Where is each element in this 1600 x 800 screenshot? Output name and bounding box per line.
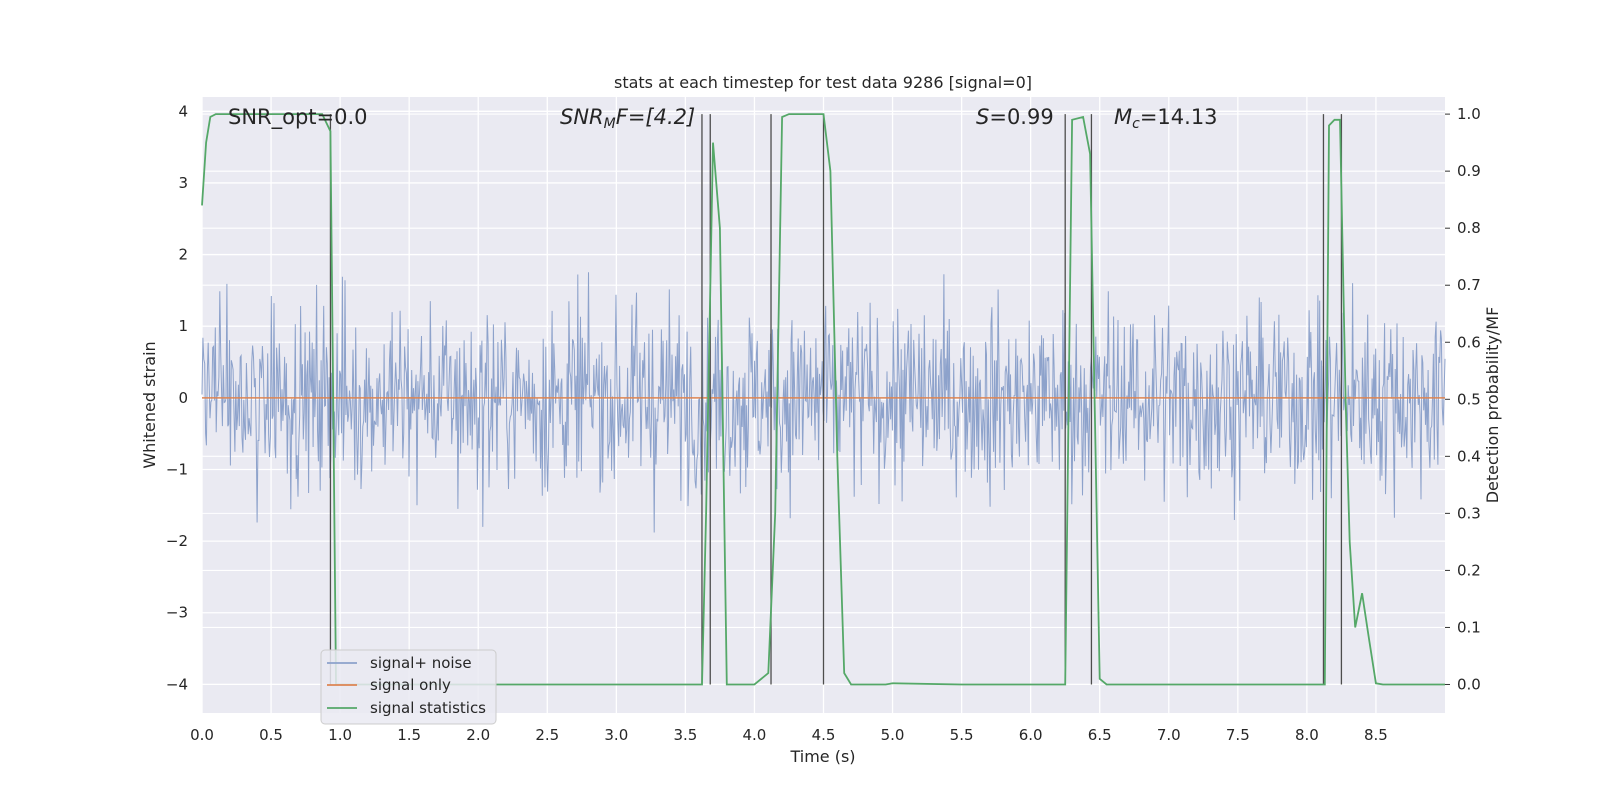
snr-mf-rest: F=[4.2] xyxy=(616,105,695,129)
y-tick-label-right: 0.2 xyxy=(1457,561,1481,579)
mc-rest: =14.13 xyxy=(1140,105,1218,129)
signal-statistics-series xyxy=(201,113,1445,686)
legend-label-signal-statistics: signal statistics xyxy=(370,699,486,717)
y-tick-label-right: 1.0 xyxy=(1457,105,1481,123)
x-tick-label: 8.0 xyxy=(1295,726,1319,744)
x-tick-label: 2.0 xyxy=(466,726,490,744)
x-tick-label: 3.5 xyxy=(673,726,697,744)
x-tick-label: 5.5 xyxy=(950,726,974,744)
y-tick-label-left: 4 xyxy=(178,102,188,120)
s-rest: =0.99 xyxy=(989,105,1053,129)
x-tick-label: 4.0 xyxy=(743,726,767,744)
y-tick-label-left: 3 xyxy=(178,174,188,192)
y-tick-label-right: 0.3 xyxy=(1457,504,1481,522)
x-tick-label: 0.5 xyxy=(259,726,283,744)
annotation-s: S=0.99 xyxy=(976,105,1054,129)
annotation-snr-mf: SNRMF=[4.2] xyxy=(560,105,695,132)
y-axis-label-left: Whitened strain xyxy=(140,341,159,468)
mc-sub: c xyxy=(1132,116,1140,132)
y-tick-label-right: 0.7 xyxy=(1457,276,1481,294)
legend-label-signal-only: signal only xyxy=(370,676,451,694)
y-tick-label-left: −4 xyxy=(166,675,188,693)
legend-box xyxy=(320,649,497,725)
x-tick-label: 2.5 xyxy=(535,726,559,744)
y-tick-label-left: −3 xyxy=(166,604,188,622)
x-tick-label: 6.5 xyxy=(1088,726,1112,744)
y-tick-label-left: −2 xyxy=(166,532,188,550)
y-tick-label-right: 0.6 xyxy=(1457,333,1481,351)
x-axis-label: Time (s) xyxy=(789,747,855,766)
y-axis-label-right: Detection probability/MF xyxy=(1483,307,1502,504)
x-tick-label: 6.0 xyxy=(1019,726,1043,744)
x-tick-label: 1.0 xyxy=(328,726,352,744)
x-tick-label: 1.5 xyxy=(397,726,421,744)
annotation-mc: Mc=14.13 xyxy=(1114,105,1218,132)
legend: signal+ noise signal only signal statist… xyxy=(320,649,497,725)
y-tick-label-right: 0.5 xyxy=(1457,390,1481,408)
legend-label-signal-noise: signal+ noise xyxy=(370,654,472,672)
y-tick-label-left: 0 xyxy=(178,389,188,407)
annotation-snr-opt: SNR_opt=0.0 xyxy=(228,105,368,130)
y-tick-label-right: 0.1 xyxy=(1457,618,1481,636)
y-tick-label-left: −1 xyxy=(166,460,188,478)
x-tick-label: 7.5 xyxy=(1226,726,1250,744)
mc-var: M xyxy=(1114,105,1132,129)
y-tick-label-left: 1 xyxy=(178,317,188,335)
x-tick-label: 8.5 xyxy=(1364,726,1388,744)
x-tick-label: 3.0 xyxy=(604,726,628,744)
x-tick-label: 5.0 xyxy=(881,726,905,744)
y-tick-label-right: 0.4 xyxy=(1457,447,1481,465)
y-tick-label-right: 0.9 xyxy=(1457,162,1481,180)
snr-mf-var: SNR xyxy=(560,105,604,129)
x-tick-label: 4.5 xyxy=(812,726,836,744)
x-tick-label: 7.0 xyxy=(1157,726,1181,744)
y-tick-label-right: 0.0 xyxy=(1457,675,1481,693)
y-tick-label-right: 0.8 xyxy=(1457,219,1481,237)
x-tick-label: 0.0 xyxy=(190,726,214,744)
chart-title: stats at each timestep for test data 928… xyxy=(614,73,1032,92)
s-var: S xyxy=(976,105,989,129)
tick-labels: 0.0 0.5 1.0 1.5 2.0 2.5 3.0 3.5 4.0 4.5 5.0 5.5 6.0 6… xyxy=(166,102,1481,744)
y-tick-label-left: 2 xyxy=(178,246,188,264)
snr-mf-sub: M xyxy=(604,116,616,132)
